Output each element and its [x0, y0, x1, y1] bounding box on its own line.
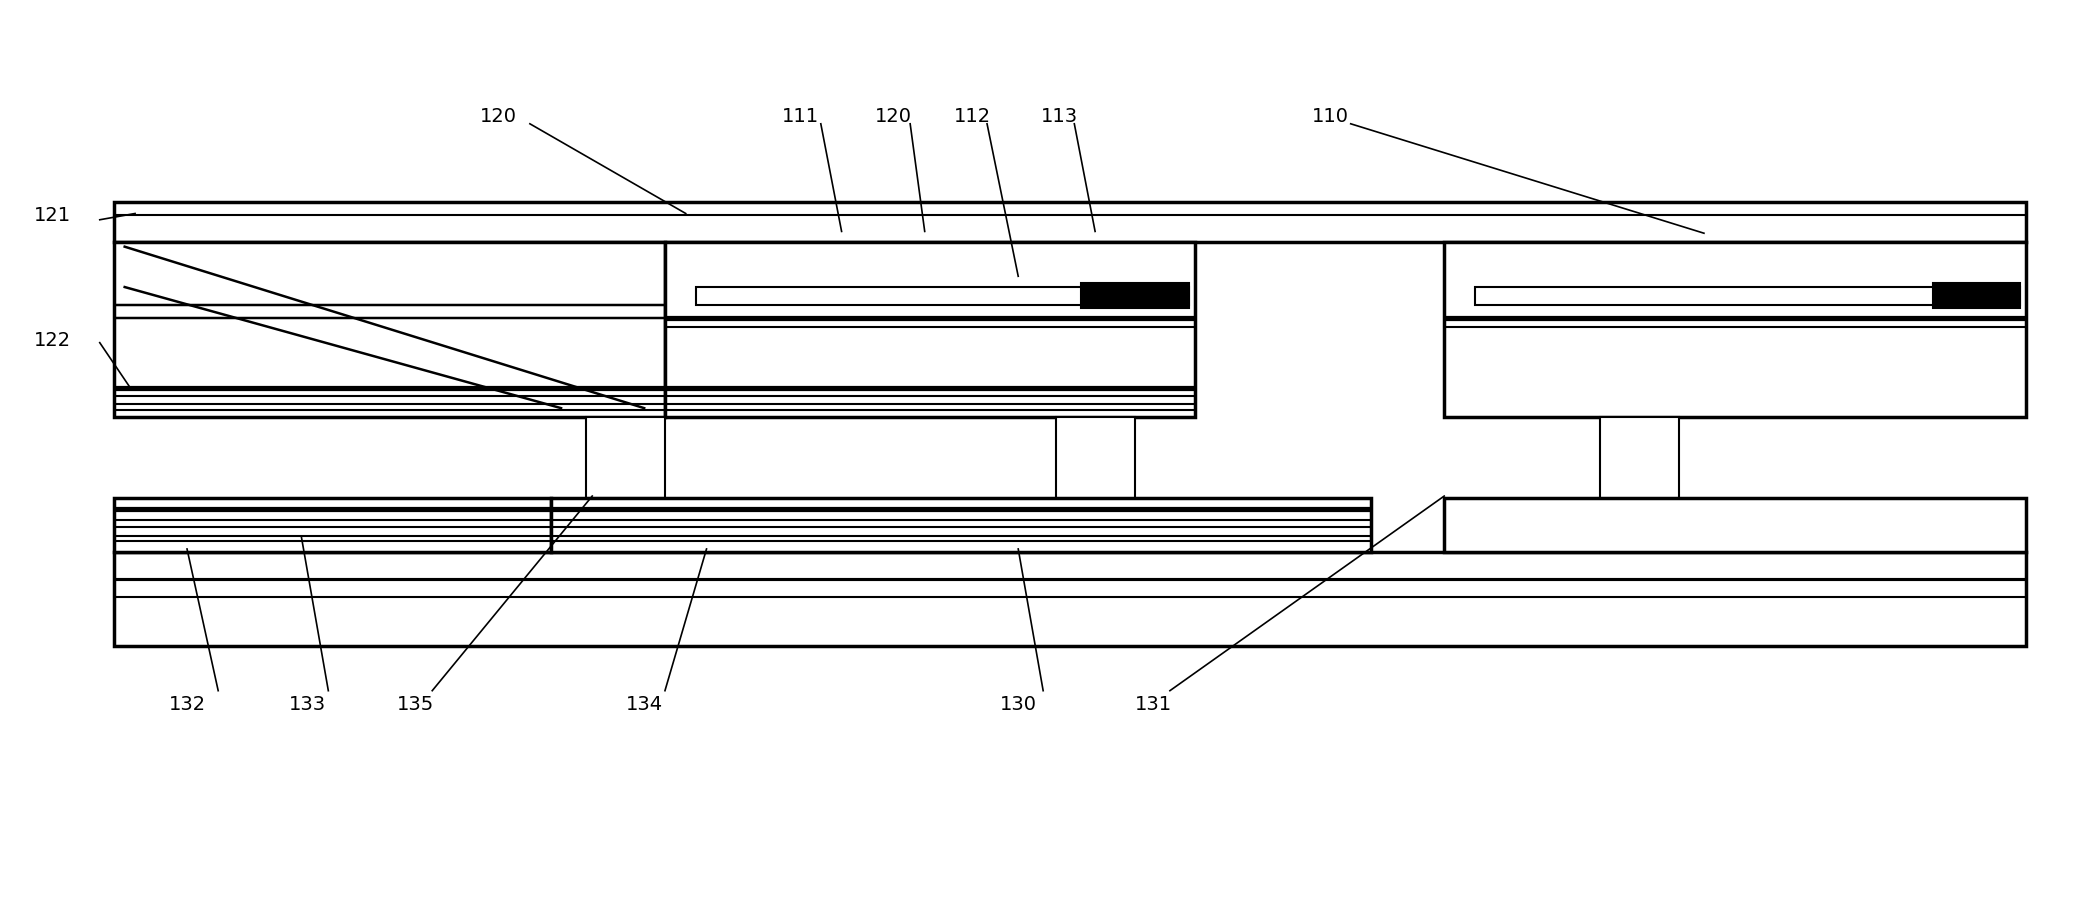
Text: 130: 130 — [1000, 694, 1037, 714]
Bar — [1081, 283, 1189, 308]
Text: 120: 120 — [480, 107, 517, 126]
Text: 131: 131 — [1135, 694, 1172, 714]
Text: 113: 113 — [1041, 107, 1078, 126]
Text: 111: 111 — [781, 107, 819, 126]
Text: 120: 120 — [875, 107, 912, 126]
Text: 112: 112 — [954, 107, 991, 126]
Bar — [586, 417, 665, 498]
Bar — [665, 242, 1195, 417]
Bar — [1475, 287, 2020, 305]
Text: 135: 135 — [397, 694, 434, 714]
Bar — [1933, 283, 2020, 308]
Bar — [1444, 498, 2026, 552]
Bar — [1444, 242, 2026, 417]
Bar — [1056, 417, 1135, 552]
Bar — [114, 202, 2026, 242]
Text: 134: 134 — [625, 694, 663, 714]
Bar — [114, 498, 551, 552]
Text: 121: 121 — [33, 205, 71, 225]
Bar — [696, 287, 1189, 305]
Bar — [1600, 417, 1679, 552]
Bar — [551, 498, 1371, 552]
Text: 133: 133 — [289, 694, 326, 714]
Bar — [114, 242, 665, 417]
Text: 132: 132 — [168, 694, 206, 714]
Bar — [114, 552, 2026, 646]
Text: 110: 110 — [1311, 107, 1349, 126]
Text: 122: 122 — [33, 331, 71, 351]
